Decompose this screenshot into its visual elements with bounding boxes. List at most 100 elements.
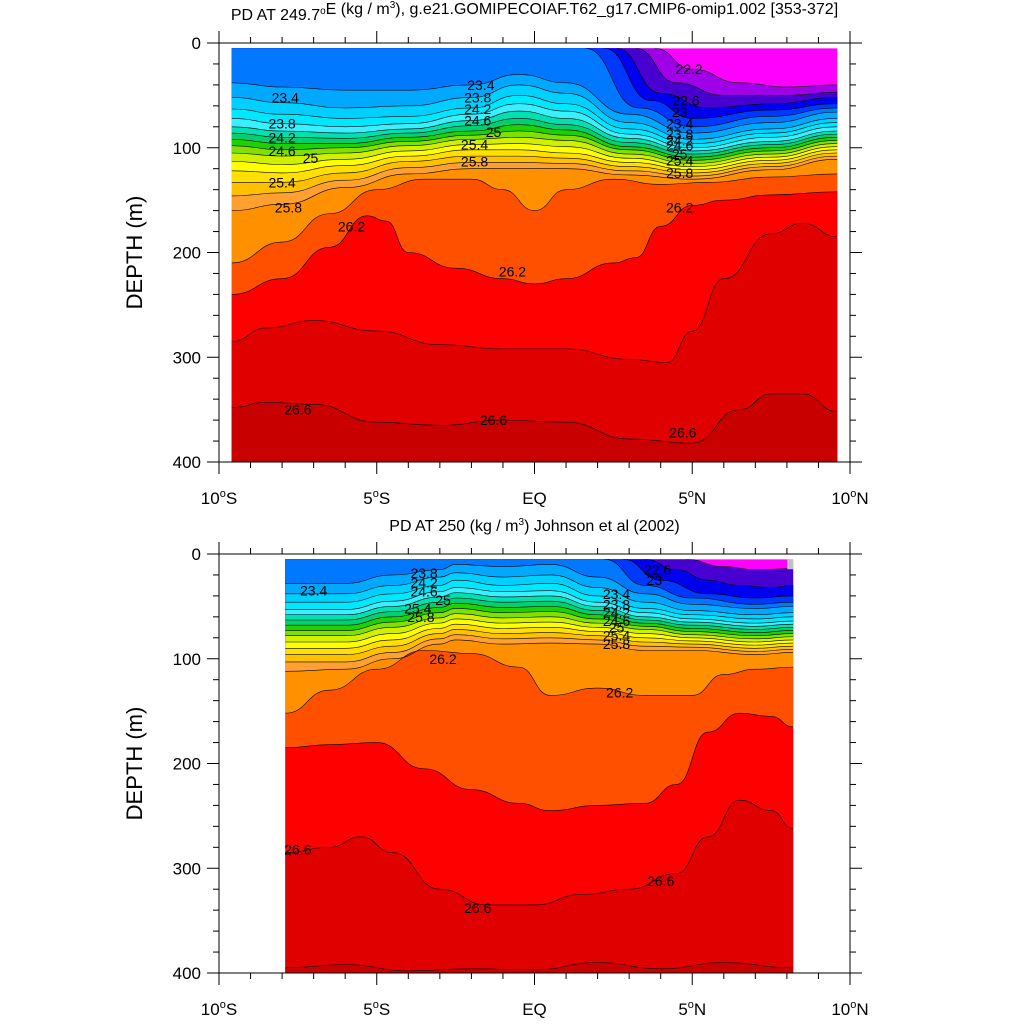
contour-line — [231, 74, 838, 134]
contour-label: 25.4 — [666, 152, 693, 168]
x-tick-label: 5oS — [363, 999, 390, 1019]
contour-label: 25 — [435, 592, 451, 608]
contour-label: 24.6 — [464, 113, 491, 129]
x-tick-label: 5oS — [363, 488, 390, 508]
y-tick-label: 0 — [192, 545, 201, 564]
panel-title: PD AT 250 (kg / m3) Johnson et al (2002) — [389, 517, 679, 535]
contour-line — [231, 110, 838, 152]
contour-line — [285, 629, 794, 655]
y-tick-label: 300 — [173, 859, 201, 878]
contour-fill-region — [285, 962, 794, 973]
y-tick-label: 300 — [173, 348, 201, 367]
contour-label: 25.8 — [461, 153, 488, 169]
contour-label: 23.4 — [666, 116, 693, 132]
contour-line — [603, 48, 838, 119]
contour-label: 26.6 — [669, 425, 696, 441]
contour-label: 25 — [303, 150, 319, 166]
contour-label: 24.6 — [666, 138, 693, 154]
contour-label: 25 — [609, 619, 625, 635]
contour-line — [231, 152, 838, 183]
contour-label: 24.6 — [410, 584, 437, 600]
contour-line — [231, 173, 838, 264]
contour-label: 22.6 — [672, 93, 699, 109]
contour-line — [231, 143, 838, 167]
contour-line — [231, 130, 838, 161]
contour-label: 23.8 — [410, 565, 437, 581]
contour-label: 24.6 — [603, 613, 630, 629]
contour-fill-region — [231, 393, 838, 463]
contour-label: 23 — [672, 104, 688, 120]
contour-line — [285, 613, 794, 640]
contour-label: 26.2 — [499, 263, 526, 279]
contour-fill-layer — [285, 559, 794, 973]
contour-label: 26.6 — [480, 412, 507, 428]
contour-line — [285, 572, 794, 616]
contour-label: 25.8 — [407, 609, 434, 625]
panel-observation-section: 23.423.824.224.62525.425.822.62323.423.8… — [122, 517, 869, 1019]
contour-label: 25.4 — [603, 628, 630, 644]
contour-label: 24.2 — [410, 574, 437, 590]
contour-label: 24.2 — [666, 132, 693, 148]
contour-line — [635, 48, 838, 96]
contour-line — [285, 564, 794, 609]
contour-label: 25.4 — [404, 600, 431, 616]
y-axis-title: DEPTH (m) — [122, 196, 147, 310]
contour-line — [231, 393, 838, 444]
contour-label: 25.8 — [666, 165, 693, 181]
contour-line — [685, 559, 794, 571]
contour-label: 26.6 — [284, 402, 311, 418]
contour-line — [285, 592, 794, 627]
y-tick-label: 200 — [173, 244, 201, 263]
contour-label: 24.6 — [268, 143, 295, 159]
contour-line — [231, 155, 838, 197]
contour-line — [231, 136, 838, 164]
contour-label: 23.4 — [603, 586, 630, 602]
contour-label: 24.2 — [603, 605, 630, 621]
contour-line — [285, 799, 794, 906]
contour-label: 25.4 — [461, 137, 488, 153]
x-tick-label: 10oN — [831, 488, 868, 508]
contour-line — [644, 559, 794, 588]
y-axis-title: DEPTH (m) — [122, 707, 147, 821]
y-tick-label: 0 — [192, 34, 201, 53]
contour-line — [584, 48, 838, 128]
contour-line — [285, 618, 794, 643]
contour-label: 26.6 — [647, 873, 674, 889]
x-tick-label: EQ — [522, 1000, 547, 1019]
contour-line — [285, 962, 794, 972]
contour-line — [285, 623, 794, 649]
contour-label: 24.2 — [268, 129, 295, 145]
contour-line — [285, 597, 794, 630]
contour-line — [285, 634, 794, 663]
contour-line — [654, 48, 838, 88]
contour-line — [603, 559, 794, 605]
contour-line — [285, 639, 794, 672]
contour-line — [231, 124, 838, 158]
contour-label: 25.8 — [603, 636, 630, 652]
contour-line — [285, 712, 794, 811]
contour-line — [285, 587, 794, 624]
y-tick-label: 400 — [173, 453, 201, 472]
contour-label: 23.8 — [464, 89, 491, 105]
panel-title: PD AT 249.7oE (kg / m3), g.e21.GOMIPECOI… — [231, 0, 838, 24]
contour-line — [231, 158, 838, 211]
contour-label: 25.8 — [275, 199, 302, 215]
x-tick-label: 5oN — [678, 488, 706, 508]
y-tick-label: 100 — [173, 650, 201, 669]
x-tick-label: EQ — [522, 489, 547, 508]
contour-label: 22.6 — [644, 562, 671, 578]
contour-label: 25.4 — [268, 174, 295, 190]
x-tick-label: 10oS — [201, 488, 237, 508]
x-tick-label: 10oN — [831, 999, 868, 1019]
contour-label: 26.2 — [606, 684, 633, 700]
x-tick-label: 10oS — [201, 999, 237, 1019]
contour-line — [231, 103, 838, 149]
contour-fill-region — [285, 800, 794, 973]
contour-label: 23.4 — [467, 77, 494, 93]
contour-label: 23.8 — [603, 596, 630, 612]
y-tick-label: 200 — [173, 755, 201, 774]
contour-label: 23.4 — [300, 583, 327, 599]
contour-line — [285, 608, 794, 637]
y-tick-label: 400 — [173, 964, 201, 983]
